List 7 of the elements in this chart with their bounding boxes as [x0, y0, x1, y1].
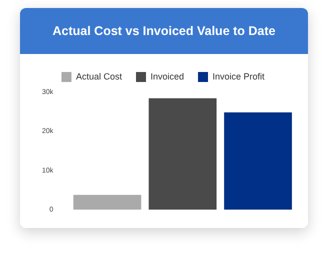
- bar: [148, 98, 217, 210]
- chart-title: Actual Cost vs Invoiced Value to Date: [20, 8, 308, 54]
- bar: [73, 194, 142, 210]
- legend-label: Invoiced: [150, 71, 184, 82]
- bar: [224, 112, 292, 210]
- legend-label: Actual Cost: [76, 71, 122, 82]
- legend-label: Invoice Profit: [212, 71, 266, 82]
